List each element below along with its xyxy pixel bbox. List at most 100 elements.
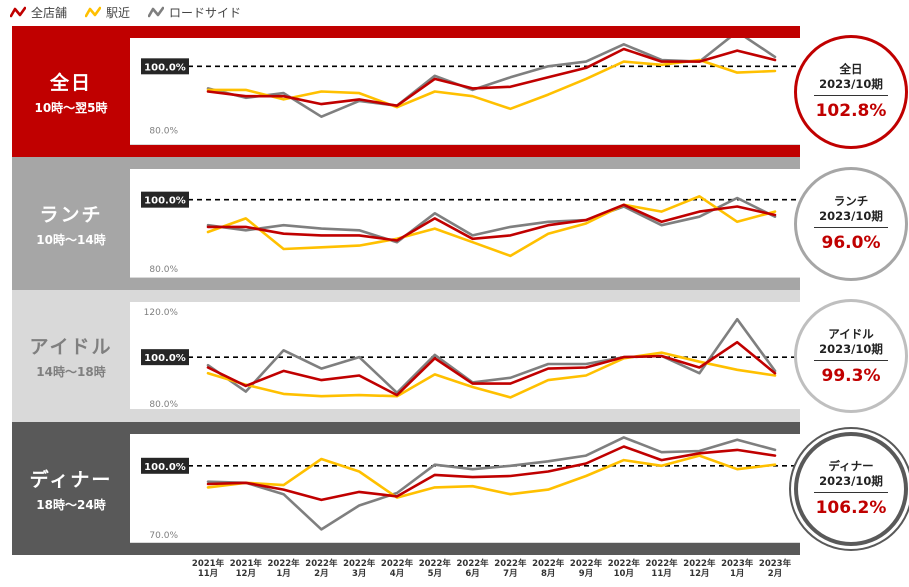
summary-badge-1: ランチ 2023/10期 96.0%: [794, 166, 908, 281]
series-line-0: [206, 445, 777, 502]
panel-title: 全日: [49, 71, 92, 94]
plot-area: 80.0% 100.0%: [130, 30, 800, 145]
reference-tag: [141, 58, 189, 75]
x-tick-month: 1月: [729, 569, 745, 579]
plot-area: 70.0% 100.0%: [130, 434, 800, 543]
panel-1: ランチ 10時～14時 80.0% 100.0%: [12, 157, 800, 290]
badge-title: ディナー: [828, 459, 874, 473]
line-chart: 80.0% 100.0%: [130, 30, 800, 145]
x-tick-year: 2023年: [721, 559, 754, 569]
panel-label: ランチ 10時～14時: [12, 157, 130, 290]
legend-swatch-icon: [148, 6, 165, 18]
reference-label: 100.0%: [144, 462, 186, 473]
badge-period: 2023/10期: [814, 474, 888, 493]
badge-period: 2023/10期: [814, 342, 888, 361]
x-tick-month: 2月: [314, 569, 329, 579]
x-tick-label: 2022年 11月: [642, 559, 682, 579]
x-tick-month: 7月: [503, 569, 518, 579]
panel-3: ディナー 18時～24時 70.0% 100.0%: [12, 422, 800, 555]
plot-area: 80.0% 120.0% 100.0%: [130, 302, 800, 410]
series-line-0: [206, 47, 777, 107]
x-tick-label: 2022年 10月: [604, 559, 644, 579]
x-tick-month: 8月: [540, 569, 556, 579]
x-tick-month: 3月: [351, 569, 367, 579]
panel-hours: 10時～翌5時: [34, 100, 108, 115]
panel-label: アイドル 14時～18時: [12, 290, 130, 422]
x-tick-month: 11月: [197, 569, 219, 579]
series-line-2: [206, 30, 777, 118]
x-tick-year: 2022年: [343, 559, 376, 569]
y-tick-label: 120.0%: [144, 308, 179, 318]
reference-label: 100.0%: [144, 196, 186, 207]
x-tick-month: 9月: [578, 569, 594, 579]
x-tick-month: 2月: [767, 569, 783, 579]
series-line-1: [206, 454, 777, 499]
panel-label: 全日 10時～翌5時: [12, 26, 130, 157]
x-tick-label: 2022年 6月: [453, 559, 493, 579]
x-tick-year: 2022年: [267, 559, 300, 569]
series-line-1: [206, 351, 777, 399]
x-tick-year: 2022年: [418, 559, 451, 569]
x-tick-label: 2022年 2月: [301, 559, 341, 579]
badge-value: 102.8%: [815, 101, 887, 121]
badge-period: 2023/10期: [814, 209, 888, 228]
y-tick-label: 80.0%: [149, 126, 178, 136]
x-tick-month: 10月: [613, 569, 634, 579]
panel-title: ディナー: [29, 468, 113, 491]
x-tick-label: 2021年 12月: [226, 559, 266, 579]
x-tick-month: 12月: [235, 569, 256, 579]
summary-badge-0: 全日 2023/10期 102.8%: [794, 34, 908, 149]
x-tick-label: 2022年 12月: [679, 559, 719, 579]
legend-item-1: 駅近: [85, 4, 130, 21]
x-tick-year: 2022年: [456, 559, 489, 569]
series-line-0: [206, 203, 777, 242]
plot-area: 80.0% 100.0%: [130, 169, 800, 278]
y-tick-label: 70.0%: [149, 531, 178, 541]
summary-badge-3: ディナー 2023/10期 106.2%: [794, 431, 908, 546]
x-tick-label: 2022年 7月: [490, 559, 530, 579]
series-line-0: [206, 340, 777, 397]
panel-0: 全日 10時～翌5時 80.0% 100.0%: [12, 26, 800, 157]
x-tick-label: 2023年 1月: [717, 559, 757, 579]
x-tick-month: 6月: [465, 569, 480, 579]
legend-item-0: 全店舗: [10, 4, 67, 21]
panel-hours: 18時～24時: [36, 497, 106, 512]
panel-title: ランチ: [39, 203, 103, 226]
badge-period: 2023/10期: [814, 77, 888, 96]
x-tick-label: 2022年 4月: [377, 559, 417, 579]
y-tick-label: 80.0%: [149, 265, 178, 275]
reference-tag: [141, 349, 189, 366]
x-tick-year: 2022年: [494, 559, 527, 569]
legend-swatch-icon: [10, 6, 26, 18]
line-chart: 80.0% 100.0%: [130, 191, 800, 278]
x-tick-month: 11月: [651, 569, 672, 579]
series-line-2: [206, 436, 777, 531]
badge-title: 全日: [839, 62, 863, 76]
x-tick-label: 2022年 1月: [264, 559, 304, 579]
badge-value: 106.2%: [815, 498, 887, 518]
x-tick-month: 12月: [689, 569, 710, 579]
x-tick-label: 2022年 9月: [566, 559, 606, 579]
x-tick-year: 2022年: [569, 559, 603, 569]
chart-legend: 全店舗 駅近 ロードサイド: [10, 2, 241, 22]
x-tick-year: 2022年: [683, 559, 716, 569]
legend-label: 駅近: [106, 5, 131, 20]
series-line-1: [206, 194, 777, 258]
reference-label: 100.0%: [144, 353, 186, 364]
x-tick-month: 5月: [427, 569, 442, 579]
panel-2: アイドル 14時～18時 80.0% 120.0% 100.0%: [12, 290, 800, 422]
x-tick-label: 2022年 8月: [528, 559, 568, 579]
legend-label: 全店舗: [31, 5, 68, 20]
x-tick-year: 2022年: [645, 559, 678, 569]
line-chart: 80.0% 120.0% 100.0%: [130, 308, 800, 410]
x-tick-year: 2022年: [305, 559, 338, 569]
reference-tag: [141, 191, 189, 208]
x-tick-month: 4月: [389, 569, 405, 579]
panel-title: アイドル: [29, 336, 113, 358]
x-tick-year: 2023年: [758, 559, 792, 569]
x-tick-label: 2021年 11月: [188, 559, 228, 579]
x-tick-year: 2022年: [607, 559, 640, 569]
x-tick-month: 1月: [276, 569, 291, 579]
panel-label: ディナー 18時～24時: [12, 422, 130, 555]
y-tick-label: 80.0%: [149, 400, 178, 410]
